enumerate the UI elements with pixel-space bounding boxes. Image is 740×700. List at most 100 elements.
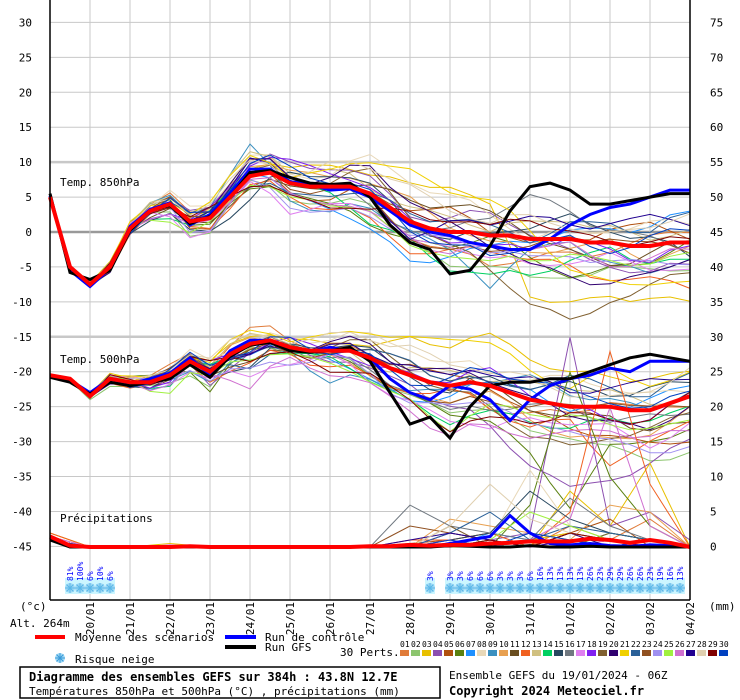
snow-risk-percent: 3% xyxy=(506,571,515,581)
left-tick-label: 20 xyxy=(19,86,32,99)
left-tick-label: -5 xyxy=(19,261,32,274)
right-tick-label: 75 xyxy=(710,16,723,29)
right-tick-label: 45 xyxy=(710,226,723,239)
left-tick-label: 10 xyxy=(19,156,32,169)
snowflake-icon xyxy=(665,583,675,593)
t500-perturbation-26 xyxy=(49,356,691,440)
snowflake-icon xyxy=(495,583,505,593)
snow-risk-percent: 6% xyxy=(476,571,485,581)
title-box xyxy=(19,666,441,699)
chart-title: Diagramme des ensembles GEFS sur 384h : … xyxy=(29,670,397,684)
perturbation-legend-swatch xyxy=(411,650,420,656)
snowflake-icon xyxy=(635,583,645,593)
snowflake-icon xyxy=(475,583,485,593)
snowflake-arms xyxy=(95,583,105,593)
perturbation-legend-swatch xyxy=(587,650,596,656)
snowflake-icon xyxy=(555,583,565,593)
left-tick-label: -35 xyxy=(12,471,32,484)
perturbation-legend-swatch xyxy=(466,650,475,656)
perturbation-legend-label: 21 xyxy=(620,640,630,649)
perturbation-legend-label: 03 xyxy=(422,640,432,649)
t850-perturbation-26 xyxy=(49,177,691,285)
perturbation-legend-label: 16 xyxy=(565,640,575,649)
date-tick-label: 27/01 xyxy=(364,602,377,635)
perturbation-legend-label: 13 xyxy=(532,640,542,649)
snowflake-arms xyxy=(605,583,615,593)
snow-risk-percent: 26% xyxy=(626,566,635,581)
snowflake-icon xyxy=(465,583,475,593)
snowflake-icon xyxy=(95,583,105,593)
snowflake-arms xyxy=(535,583,545,593)
perturbation-legend-swatch xyxy=(488,650,497,656)
snowflake-arms xyxy=(595,583,605,593)
perturbation-legend-swatch xyxy=(532,650,541,656)
snowflake-icon xyxy=(445,583,455,593)
perturbation-legend-label: 04 xyxy=(433,640,443,649)
snowflake-icon xyxy=(605,583,615,593)
snow-risk-percent: 13% xyxy=(566,566,575,581)
left-tick-label: 0 xyxy=(25,226,32,239)
perturbation-legend-swatch xyxy=(422,650,431,656)
legend-mean-label: Moyenne des scénarios xyxy=(75,631,214,644)
snowflake-arms xyxy=(555,583,565,593)
snowflake-arms xyxy=(525,583,535,593)
right-tick-label: 25 xyxy=(710,366,723,379)
snowflake-icon xyxy=(565,583,575,593)
right-tick-label: 65 xyxy=(710,86,723,99)
snowflake-arms xyxy=(75,583,85,593)
perturbation-legend-swatch xyxy=(576,650,585,656)
snowflake-icon xyxy=(75,583,85,593)
perturbation-legend-swatch xyxy=(697,650,706,656)
snowflake-icon xyxy=(505,583,515,593)
perturbation-legend-label: 02 xyxy=(411,640,421,649)
right-tick-label: 50 xyxy=(710,191,723,204)
right-tick-label: 10 xyxy=(710,471,723,484)
snowflake-icon xyxy=(55,653,65,663)
label-t500: Temp. 500hPa xyxy=(60,353,139,366)
snowflake-icon xyxy=(65,583,75,593)
perturbation-legend-label: 09 xyxy=(488,640,498,649)
perturbation-legend-label: 19 xyxy=(598,640,608,649)
snowflake-icon xyxy=(455,583,465,593)
snowflake-icon xyxy=(485,583,495,593)
perturbation-legend-label: 01 xyxy=(400,640,410,649)
perturbation-legend-swatch xyxy=(719,650,728,656)
date-tick-label: 26/01 xyxy=(324,602,337,635)
perturbation-legend-swatch xyxy=(686,650,695,656)
snow-risk-percent: 81% xyxy=(66,566,75,581)
snowflake-arms xyxy=(85,583,95,593)
snowflake-icon xyxy=(585,583,595,593)
perturbation-legend-swatch xyxy=(620,650,629,656)
right-tick-label: 55 xyxy=(710,156,723,169)
perturbation-legend-label: 22 xyxy=(631,640,641,649)
date-tick-label: 23/01 xyxy=(204,602,217,635)
snowflake-arms xyxy=(625,583,635,593)
snowflake-arms xyxy=(585,583,595,593)
perturbation-legend-label: 29 xyxy=(708,640,718,649)
snow-risk-percent: 6% xyxy=(486,571,495,581)
t500-mean-line xyxy=(49,338,691,413)
snow-risk-percent: 16% xyxy=(666,566,675,581)
perturbation-legend-label: 12 xyxy=(521,640,531,649)
snow-risk-percent: 13% xyxy=(556,566,565,581)
perturbation-legend-swatch xyxy=(609,650,618,656)
snow-risk-percent: 100% xyxy=(76,562,85,581)
snow-risk-percent: 6% xyxy=(466,571,475,581)
right-tick-label: 20 xyxy=(710,401,723,414)
perturbation-legend-label: 14 xyxy=(543,640,553,649)
snow-risk-percent: 10% xyxy=(96,566,105,581)
legend-snow-label: Risque neige xyxy=(75,653,154,666)
snow-risk-percent: 6% xyxy=(106,571,115,581)
perturbation-legend-label: 17 xyxy=(576,640,586,649)
snow-risk-percent: 6% xyxy=(526,571,535,581)
snowflake-icon xyxy=(85,583,95,593)
snowflake-icon xyxy=(645,583,655,593)
date-tick-label: 04/02 xyxy=(684,602,697,635)
snow-risk-percent: 29% xyxy=(606,566,615,581)
left-tick-label: -40 xyxy=(12,505,32,518)
snow-risk-percent: 13% xyxy=(676,566,685,581)
snowflake-arms xyxy=(475,583,485,593)
left-tick-label: -45 xyxy=(12,540,32,553)
